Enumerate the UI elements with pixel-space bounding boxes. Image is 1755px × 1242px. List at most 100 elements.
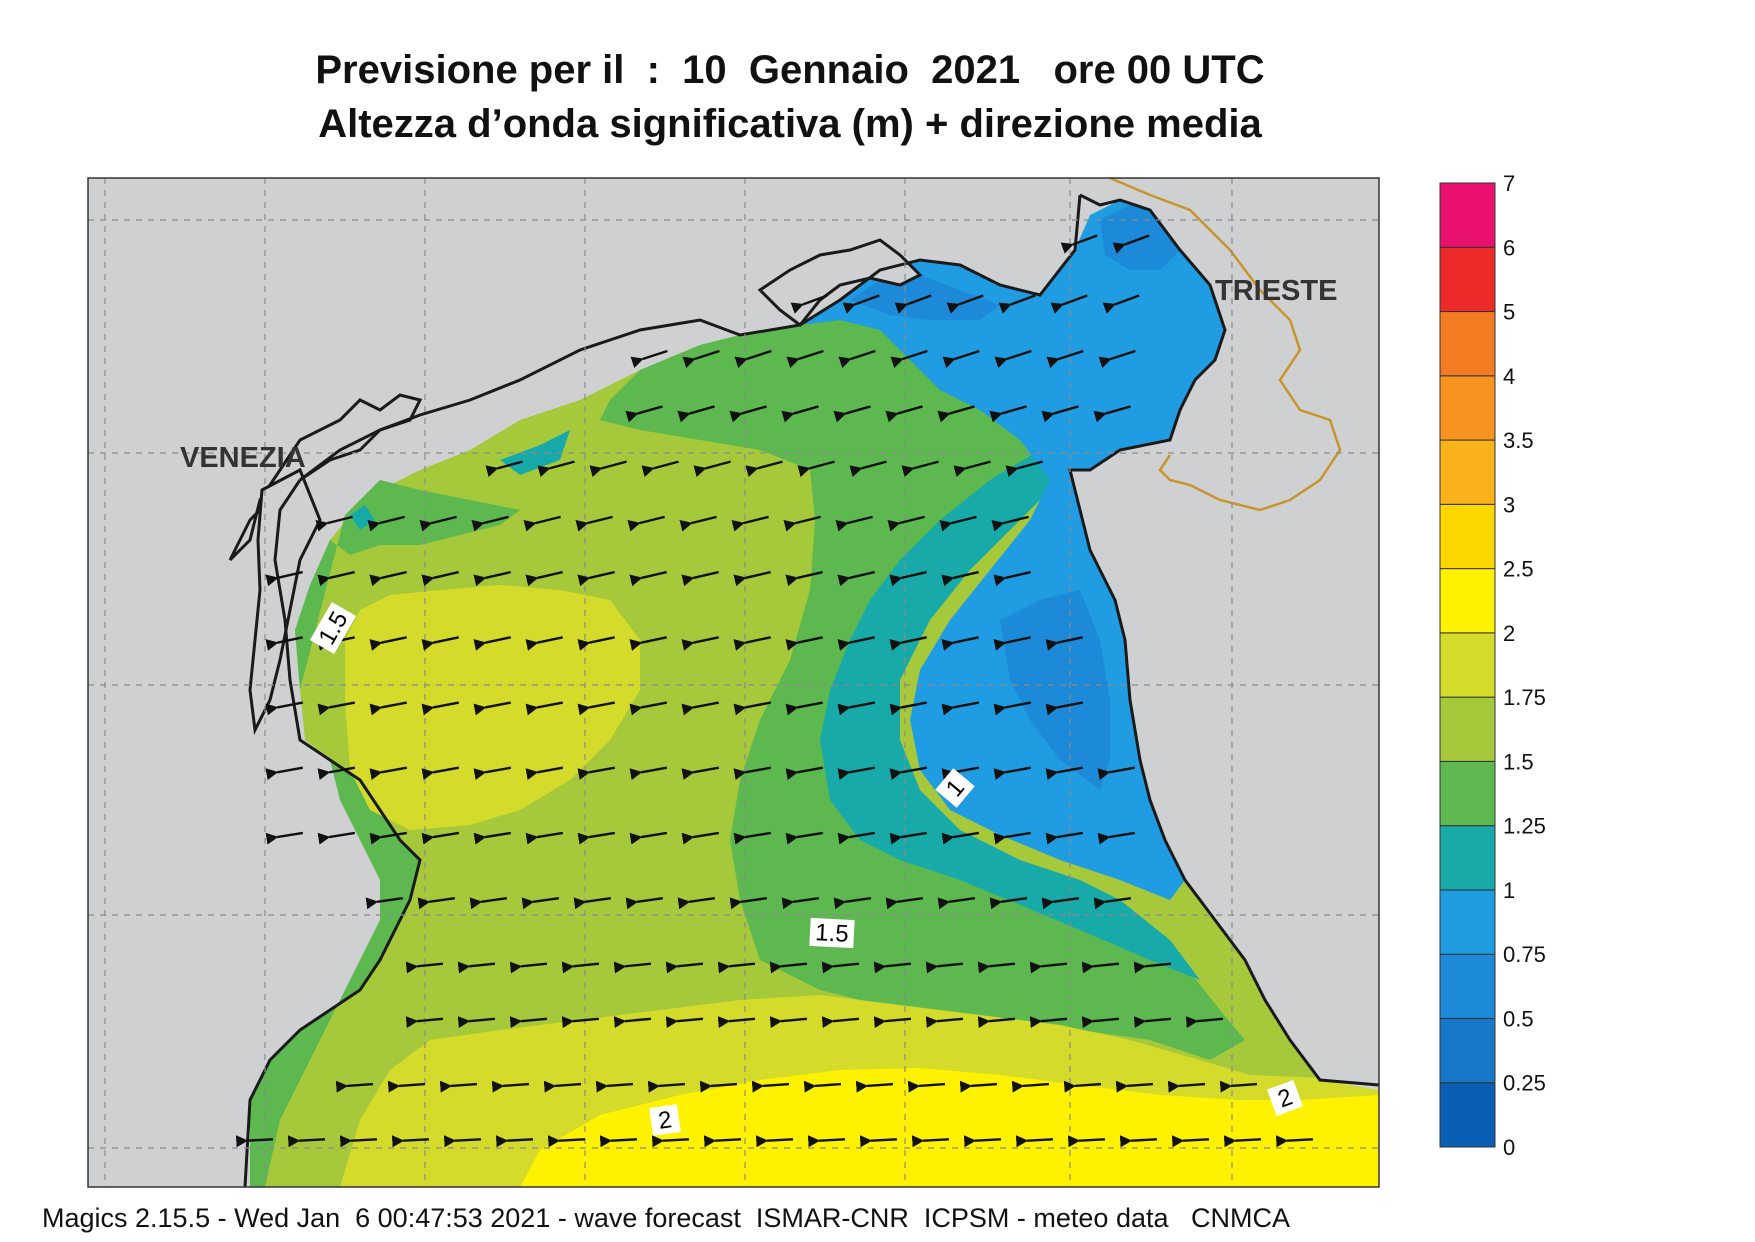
wave-arrow (265, 570, 303, 587)
wave-arrow (577, 831, 616, 845)
wave-arrow (235, 1135, 274, 1148)
wave-arrow (821, 961, 860, 974)
contour-label: 1 (935, 768, 975, 808)
wave-arrow (1045, 831, 1084, 845)
wave-arrow (785, 766, 824, 781)
wave-arrow (265, 636, 303, 651)
wave-arrow (317, 766, 356, 781)
wave-arrow (885, 897, 924, 910)
wave-arrow (785, 570, 823, 587)
contour-label: 2 (1267, 1080, 1303, 1116)
wave-arrow (993, 636, 1031, 651)
legend-tick-label: 4 (1503, 364, 1515, 389)
map-frame (87, 177, 1380, 1188)
wave-arrow (1093, 897, 1132, 910)
national-border (1109, 178, 1342, 512)
wave-arrow (733, 570, 771, 587)
istria-land (1070, 178, 1379, 1090)
legend-tick-label: 2 (1503, 621, 1515, 646)
wave-arrow (942, 349, 980, 369)
legend-swatch (1439, 182, 1496, 248)
legend-swatch (1439, 825, 1496, 891)
wave-arrow (1115, 1080, 1154, 1093)
wave-arrow (734, 349, 772, 369)
wave-arrow (421, 831, 460, 845)
wave-arrow (577, 636, 615, 651)
wave-arrow (807, 1135, 846, 1148)
wave-arrow (937, 897, 976, 910)
wave-arrow (1041, 897, 1080, 910)
wave-arrow (790, 294, 828, 314)
wave-arrow (651, 1135, 690, 1148)
wave-arrow (561, 1016, 600, 1029)
wave-arrow (733, 766, 772, 781)
wave-arrow (485, 460, 523, 477)
wave-arrow (1171, 1135, 1210, 1148)
wave-arrow (1067, 1135, 1106, 1148)
wave-arrow (439, 1080, 478, 1093)
wave-arrow (265, 701, 303, 716)
wave-arrow (525, 831, 564, 845)
wave-arrow (837, 831, 876, 845)
legend-tick-label: 6 (1503, 235, 1515, 260)
wave-arrow (889, 636, 927, 651)
wave-arrow (421, 570, 459, 587)
wave-arrow (833, 405, 871, 423)
wave-arrow (629, 766, 668, 781)
wave-arrow (953, 460, 991, 477)
wave-arrow (1045, 766, 1084, 781)
wave-band-1.25-1.5 (295, 480, 520, 690)
wave-arrow (1097, 766, 1136, 781)
wave-arrow (367, 515, 405, 532)
wave-arrow (885, 405, 923, 423)
wave-arrow (1098, 349, 1136, 369)
wave-arrow (509, 961, 548, 974)
wave-arrow (317, 701, 355, 716)
wave-arrow (1045, 701, 1083, 716)
wave-arrow (941, 831, 980, 845)
wave-arrow (849, 460, 887, 477)
svg-text:1.5: 1.5 (815, 919, 850, 948)
wave-arrow (317, 831, 356, 845)
wave-arrow (421, 701, 459, 716)
legend-swatch (1439, 760, 1496, 827)
wave-arrow (265, 831, 304, 845)
legend-tick-label: 0.5 (1503, 1006, 1534, 1031)
wave-arrow (991, 515, 1029, 532)
wave-arrow (755, 1135, 794, 1148)
wave-arrow (525, 570, 563, 587)
legend-tick-label: 2.5 (1503, 557, 1534, 582)
wave-arrow (443, 1135, 482, 1148)
wave-arrow (1223, 1135, 1262, 1148)
wave-arrow (369, 570, 407, 587)
wave-arrow (629, 570, 667, 587)
wave-arrow (889, 831, 928, 845)
wave-arrow (1046, 349, 1084, 369)
wave-arrow (785, 701, 823, 716)
wave-arrow (993, 570, 1031, 587)
wave-arrow (543, 1080, 582, 1093)
wave-arrow (751, 1080, 790, 1093)
wave-band-2-2.5 (520, 1068, 1379, 1187)
legend-tick-label: 1.5 (1503, 749, 1534, 774)
wave-arrow (473, 831, 512, 845)
wave-arrow (989, 897, 1028, 910)
north-coastline (299, 194, 1082, 482)
wave-arrow (417, 897, 456, 910)
wave-arrow (1011, 1080, 1050, 1093)
wave-arrow (837, 766, 876, 781)
wave-arrow (681, 636, 719, 651)
wave-arrow (421, 766, 460, 781)
wave-arrow (963, 1135, 1002, 1148)
wave-arrow (889, 701, 927, 716)
wave-arrow (682, 349, 720, 369)
wave-arrow (627, 515, 665, 532)
wave-arrow (473, 766, 512, 781)
wave-arrow (1029, 961, 1068, 974)
wave-arrow (677, 405, 715, 423)
wave-arrow (907, 1080, 946, 1093)
istria-coastline (1068, 193, 1379, 1087)
wave-arrow (699, 1080, 738, 1093)
legend-tick-label: 3 (1503, 492, 1515, 517)
wave-arrow (577, 766, 616, 781)
